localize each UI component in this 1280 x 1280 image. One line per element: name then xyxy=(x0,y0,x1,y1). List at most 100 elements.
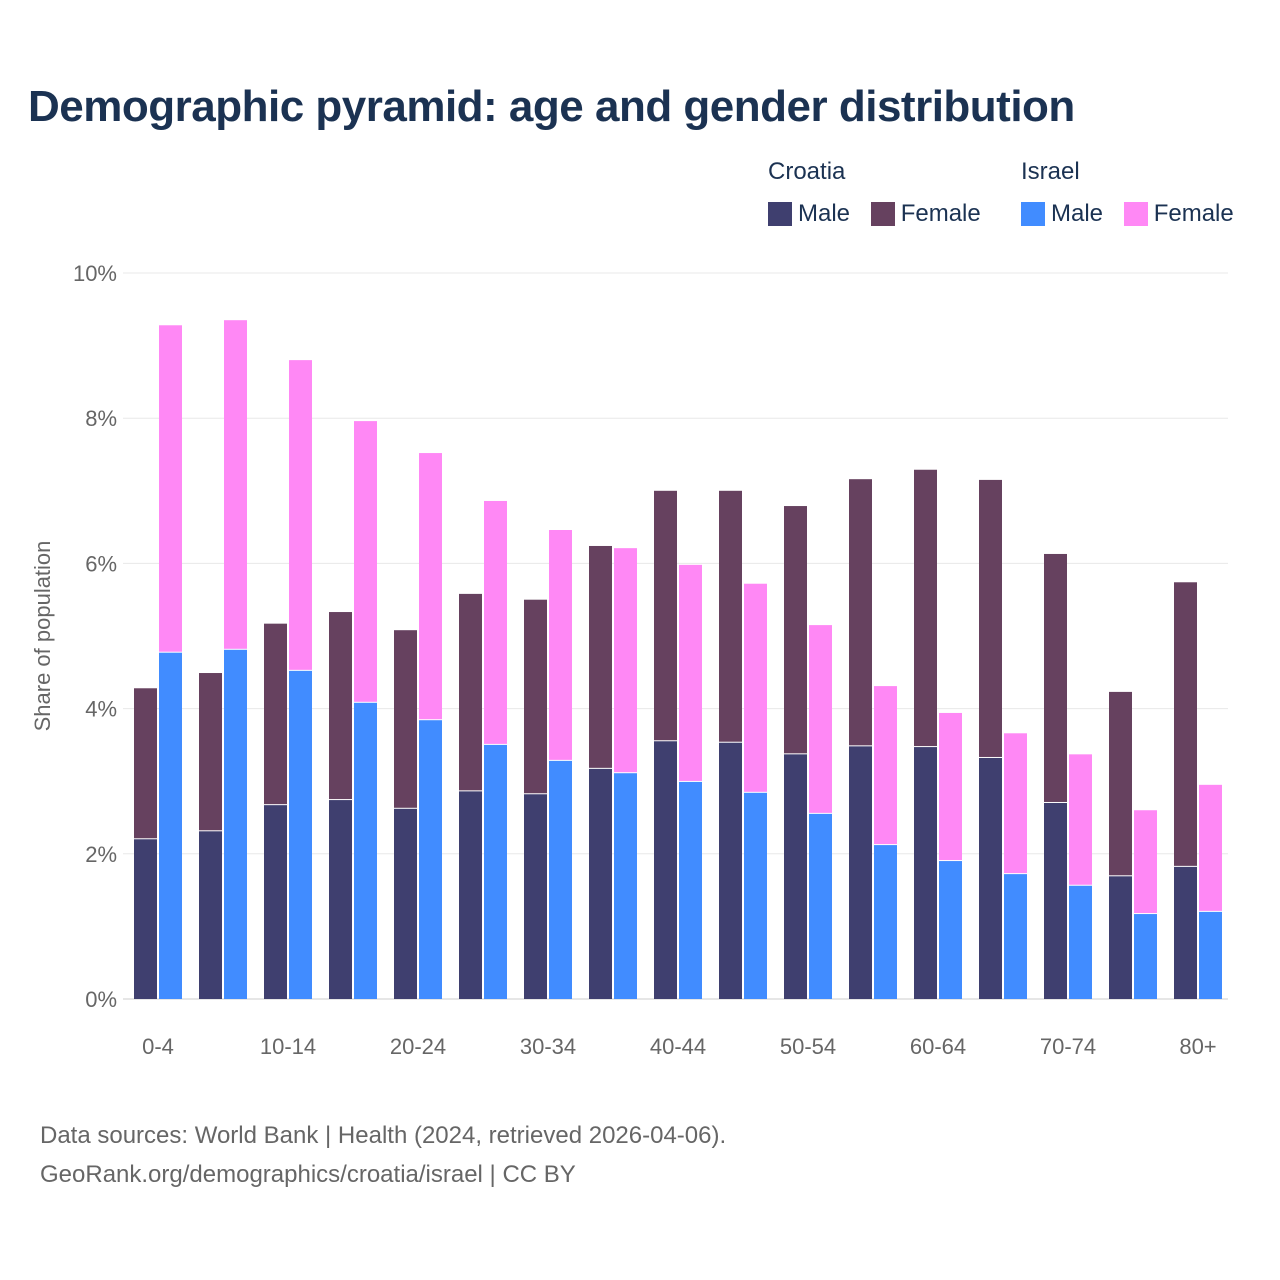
bar-croatia-female xyxy=(459,593,482,791)
bar-croatia-male xyxy=(719,742,742,999)
bar-israel-female xyxy=(614,548,637,773)
bar-croatia-female xyxy=(1044,553,1067,802)
y-tick-label: 4% xyxy=(85,697,117,722)
bar-israel-female xyxy=(1199,784,1222,911)
bar-croatia-male xyxy=(524,794,547,999)
bar-croatia-male xyxy=(979,757,1002,999)
bar-israel-male xyxy=(939,861,962,999)
x-tick-label: 50-54 xyxy=(780,1034,836,1059)
bar-croatia-male xyxy=(199,831,222,999)
bar-croatia-female xyxy=(524,599,547,794)
legend-item-israel-female[interactable]: Female xyxy=(1123,200,1234,228)
bar-israel-female xyxy=(159,325,182,652)
x-tick-label: 0-4 xyxy=(142,1034,174,1059)
x-tick-label: 70-74 xyxy=(1040,1034,1096,1059)
legend-item-israel-male[interactable]: Male xyxy=(1021,200,1103,228)
chart-title: Demographic pyramid: age and gender dist… xyxy=(28,82,1075,131)
legend-croatia: Croatia Male Female xyxy=(768,158,995,233)
bar-israel-male xyxy=(224,649,247,999)
bar-croatia-male xyxy=(589,768,612,999)
y-tick-label: 2% xyxy=(85,842,117,867)
legend-swatch xyxy=(768,202,792,226)
attribution-link[interactable]: GeoRank.org/demographics/croatia/israel … xyxy=(40,1161,576,1188)
bar-croatia-male xyxy=(914,747,937,999)
x-tick-label: 80+ xyxy=(1179,1034,1216,1059)
bar-croatia-female xyxy=(914,469,937,747)
legend-swatch xyxy=(870,202,895,226)
legend-label: Female xyxy=(1153,200,1234,227)
y-tick-label: 8% xyxy=(85,406,117,431)
bar-israel-female xyxy=(939,712,962,861)
bar-israel-male xyxy=(614,773,637,999)
x-tick-label: 30-34 xyxy=(520,1034,576,1059)
bar-israel-male xyxy=(1134,914,1157,999)
bar-croatia-female xyxy=(719,490,742,742)
bar-israel-male xyxy=(419,720,442,999)
bar-israel-female xyxy=(744,583,767,792)
legend-swatch xyxy=(1123,202,1148,226)
bar-israel-female xyxy=(1004,733,1027,874)
bar-israel-female xyxy=(419,453,442,720)
bar-croatia-female xyxy=(134,688,157,839)
bar-israel-female xyxy=(1134,810,1157,914)
legend-israel: Israel Male Female xyxy=(1021,158,1248,233)
bar-croatia-male xyxy=(654,741,677,999)
bar-croatia-male xyxy=(134,839,157,999)
bar-israel-male xyxy=(1199,911,1222,999)
bar-croatia-female xyxy=(849,479,872,746)
bar-croatia-female xyxy=(199,673,222,831)
x-tick-label: 10-14 xyxy=(260,1034,316,1059)
legend-label: Male xyxy=(798,200,851,227)
bar-croatia-male xyxy=(329,800,352,999)
bar-croatia-female xyxy=(1174,582,1197,866)
bar-israel-male xyxy=(549,760,572,999)
x-tick-label: 40-44 xyxy=(650,1034,706,1059)
x-tick-label: 60-64 xyxy=(910,1034,966,1059)
legend-label: Female xyxy=(900,200,981,227)
bar-croatia-female xyxy=(264,623,287,805)
bar-croatia-female xyxy=(329,612,352,800)
bar-croatia-male xyxy=(784,754,807,999)
legend-item-croatia-male[interactable]: Male xyxy=(768,200,850,228)
bar-croatia-male xyxy=(849,746,872,999)
bar-israel-male xyxy=(289,670,312,999)
legend-label: Male xyxy=(1051,200,1104,227)
bar-croatia-female xyxy=(784,506,807,754)
bar-israel-female xyxy=(1069,754,1092,885)
bar-israel-male xyxy=(874,845,897,999)
bar-croatia-male xyxy=(264,805,287,999)
bar-israel-female xyxy=(679,564,702,781)
bar-israel-female xyxy=(289,360,312,670)
bar-israel-female xyxy=(354,421,377,702)
bar-croatia-male xyxy=(459,791,482,999)
bar-israel-male xyxy=(354,702,377,999)
bar-croatia-male xyxy=(1174,866,1197,999)
y-tick-label: 10% xyxy=(73,261,117,286)
source-text: Data sources: World Bank | Health (2024,… xyxy=(40,1122,727,1149)
bar-croatia-female xyxy=(979,479,1002,757)
legend-item-croatia-female[interactable]: Female xyxy=(870,200,981,228)
bar-israel-male xyxy=(744,792,767,999)
bar-israel-male xyxy=(159,652,182,999)
bar-croatia-male xyxy=(394,808,417,999)
y-axis-label: Share of population xyxy=(30,541,55,732)
y-tick-label: 6% xyxy=(85,551,117,576)
legend-swatch xyxy=(1021,202,1045,226)
legend-group-title: Israel xyxy=(1021,158,1080,185)
bar-israel-male xyxy=(1069,885,1092,999)
bar-israel-male xyxy=(1004,874,1027,999)
bar-croatia-female xyxy=(394,630,417,808)
footer: Data sources: World Bank | Health (2024,… xyxy=(40,1116,726,1194)
bar-croatia-male xyxy=(1044,802,1067,999)
bar-croatia-female xyxy=(589,545,612,768)
bar-israel-male xyxy=(679,781,702,999)
y-tick-label: 0% xyxy=(85,987,117,1012)
bar-croatia-female xyxy=(1109,691,1132,876)
bar-israel-male xyxy=(809,813,832,999)
bar-croatia-male xyxy=(1109,876,1132,999)
bar-israel-male xyxy=(484,744,507,999)
bar-croatia-female xyxy=(654,490,677,741)
bar-israel-female xyxy=(484,500,507,744)
legend-group-title: Croatia xyxy=(768,158,846,185)
